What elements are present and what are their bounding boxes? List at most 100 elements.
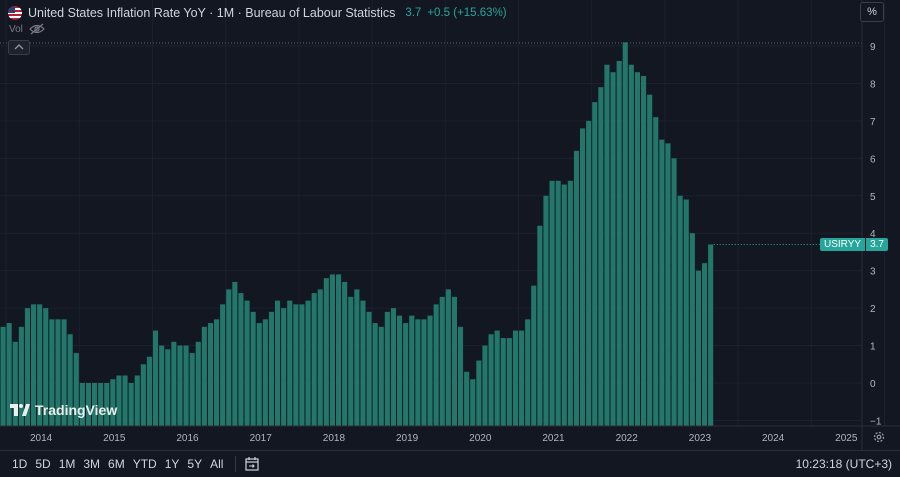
data-bar — [378, 326, 384, 426]
collapse-legend-button[interactable] — [8, 40, 30, 55]
tradingview-logo-text: TradingView — [35, 402, 118, 418]
timeframe-5d[interactable]: 5D — [35, 457, 51, 471]
x-tick-label: 2018 — [323, 433, 346, 444]
data-bar — [43, 308, 49, 426]
x-tick-label: 2022 — [616, 433, 639, 444]
timeframe-ytd[interactable]: YTD — [132, 457, 157, 471]
tradingview-logo-icon — [10, 404, 30, 416]
volume-label: Vol — [9, 23, 23, 35]
data-bar — [342, 281, 348, 426]
last-value: 3.7 — [405, 7, 422, 19]
data-bar — [366, 311, 372, 426]
data-bar — [671, 158, 677, 427]
data-bar — [287, 300, 293, 426]
data-bar — [311, 293, 317, 426]
data-bar — [683, 199, 689, 426]
data-bar — [531, 285, 537, 426]
data-bar — [634, 72, 640, 426]
data-bar — [695, 270, 701, 426]
data-bar — [421, 319, 427, 426]
y-tick-label: 0 — [870, 379, 876, 390]
us-flag-icon — [8, 6, 22, 20]
data-bar — [598, 87, 604, 426]
data-bar — [439, 296, 445, 426]
timeframe-all[interactable]: All — [210, 457, 224, 471]
x-tick-label: 2025 — [835, 433, 858, 444]
data-bar — [506, 338, 512, 426]
data-bar — [110, 379, 116, 426]
data-bar — [494, 330, 500, 426]
data-bar — [525, 319, 531, 426]
data-bar — [555, 180, 561, 426]
data-bar — [390, 308, 396, 426]
data-bar — [586, 120, 592, 426]
data-bar — [61, 319, 67, 426]
data-bar — [18, 326, 24, 426]
data-bar — [354, 289, 360, 426]
data-bar — [488, 334, 494, 426]
data-bar — [98, 383, 104, 426]
timeframe-1y[interactable]: 1Y — [164, 457, 180, 471]
data-bar — [146, 356, 152, 426]
data-bar — [189, 353, 195, 426]
y-tick-label: 2 — [870, 304, 876, 315]
data-bar — [67, 334, 73, 426]
data-bar — [628, 64, 634, 426]
data-bar — [708, 244, 714, 426]
data-bar — [549, 180, 555, 426]
data-bar — [73, 353, 79, 426]
data-bar — [677, 195, 683, 426]
x-tick-label: 2024 — [762, 433, 785, 444]
x-tick-label: 2016 — [176, 433, 199, 444]
timeframe-6m[interactable]: 6M — [108, 457, 125, 471]
data-bar — [281, 308, 287, 426]
data-bar — [573, 150, 579, 426]
data-bar — [397, 315, 403, 426]
y-tick-label: 4 — [870, 229, 876, 240]
calendar-range-icon[interactable] — [244, 456, 260, 472]
data-bar — [464, 371, 470, 426]
data-bar — [0, 326, 6, 426]
timeframe-1d[interactable]: 1D — [12, 457, 28, 471]
data-bar — [543, 195, 549, 426]
price-label-symbol: USIRYY — [820, 238, 866, 251]
y-tick-label: 9 — [870, 42, 876, 53]
data-bar — [653, 117, 659, 427]
hidden-eye-icon[interactable] — [29, 23, 45, 35]
data-bar — [317, 289, 323, 426]
toolbar-divider — [235, 456, 237, 472]
data-bar — [305, 300, 311, 426]
data-bar — [171, 341, 177, 426]
data-bar — [403, 323, 409, 426]
data-bar — [641, 75, 647, 426]
data-bar — [445, 289, 451, 426]
data-bar — [104, 383, 110, 426]
volume-row: Vol — [9, 23, 45, 35]
data-bar — [153, 330, 159, 426]
data-bar — [451, 296, 457, 426]
data-bar — [482, 345, 488, 426]
data-bar — [256, 323, 262, 426]
data-bar — [665, 143, 671, 426]
data-bar — [12, 341, 18, 426]
timeframe-5y[interactable]: 5Y — [187, 457, 203, 471]
timeframe-3m[interactable]: 3M — [83, 457, 101, 471]
data-bar — [31, 304, 37, 426]
data-bar — [262, 319, 268, 426]
data-bar — [49, 319, 55, 426]
timeframe-1m[interactable]: 1M — [58, 457, 76, 471]
symbol-title[interactable]: United States Inflation Rate YoY · 1M · … — [28, 6, 396, 20]
gear-icon[interactable] — [872, 430, 886, 444]
clock-timezone[interactable]: 10:23:18 (UTC+3) — [795, 457, 892, 471]
data-bar — [275, 300, 281, 426]
y-tick-label: 5 — [870, 192, 876, 203]
percent-scale-button[interactable]: % — [860, 2, 884, 22]
y-tick-label: 8 — [870, 79, 876, 90]
data-bar — [689, 233, 695, 426]
x-tick-label: 2023 — [689, 433, 712, 444]
data-bar — [415, 319, 421, 426]
data-bar — [616, 60, 622, 426]
data-bar — [128, 383, 134, 426]
data-bar — [580, 128, 586, 426]
